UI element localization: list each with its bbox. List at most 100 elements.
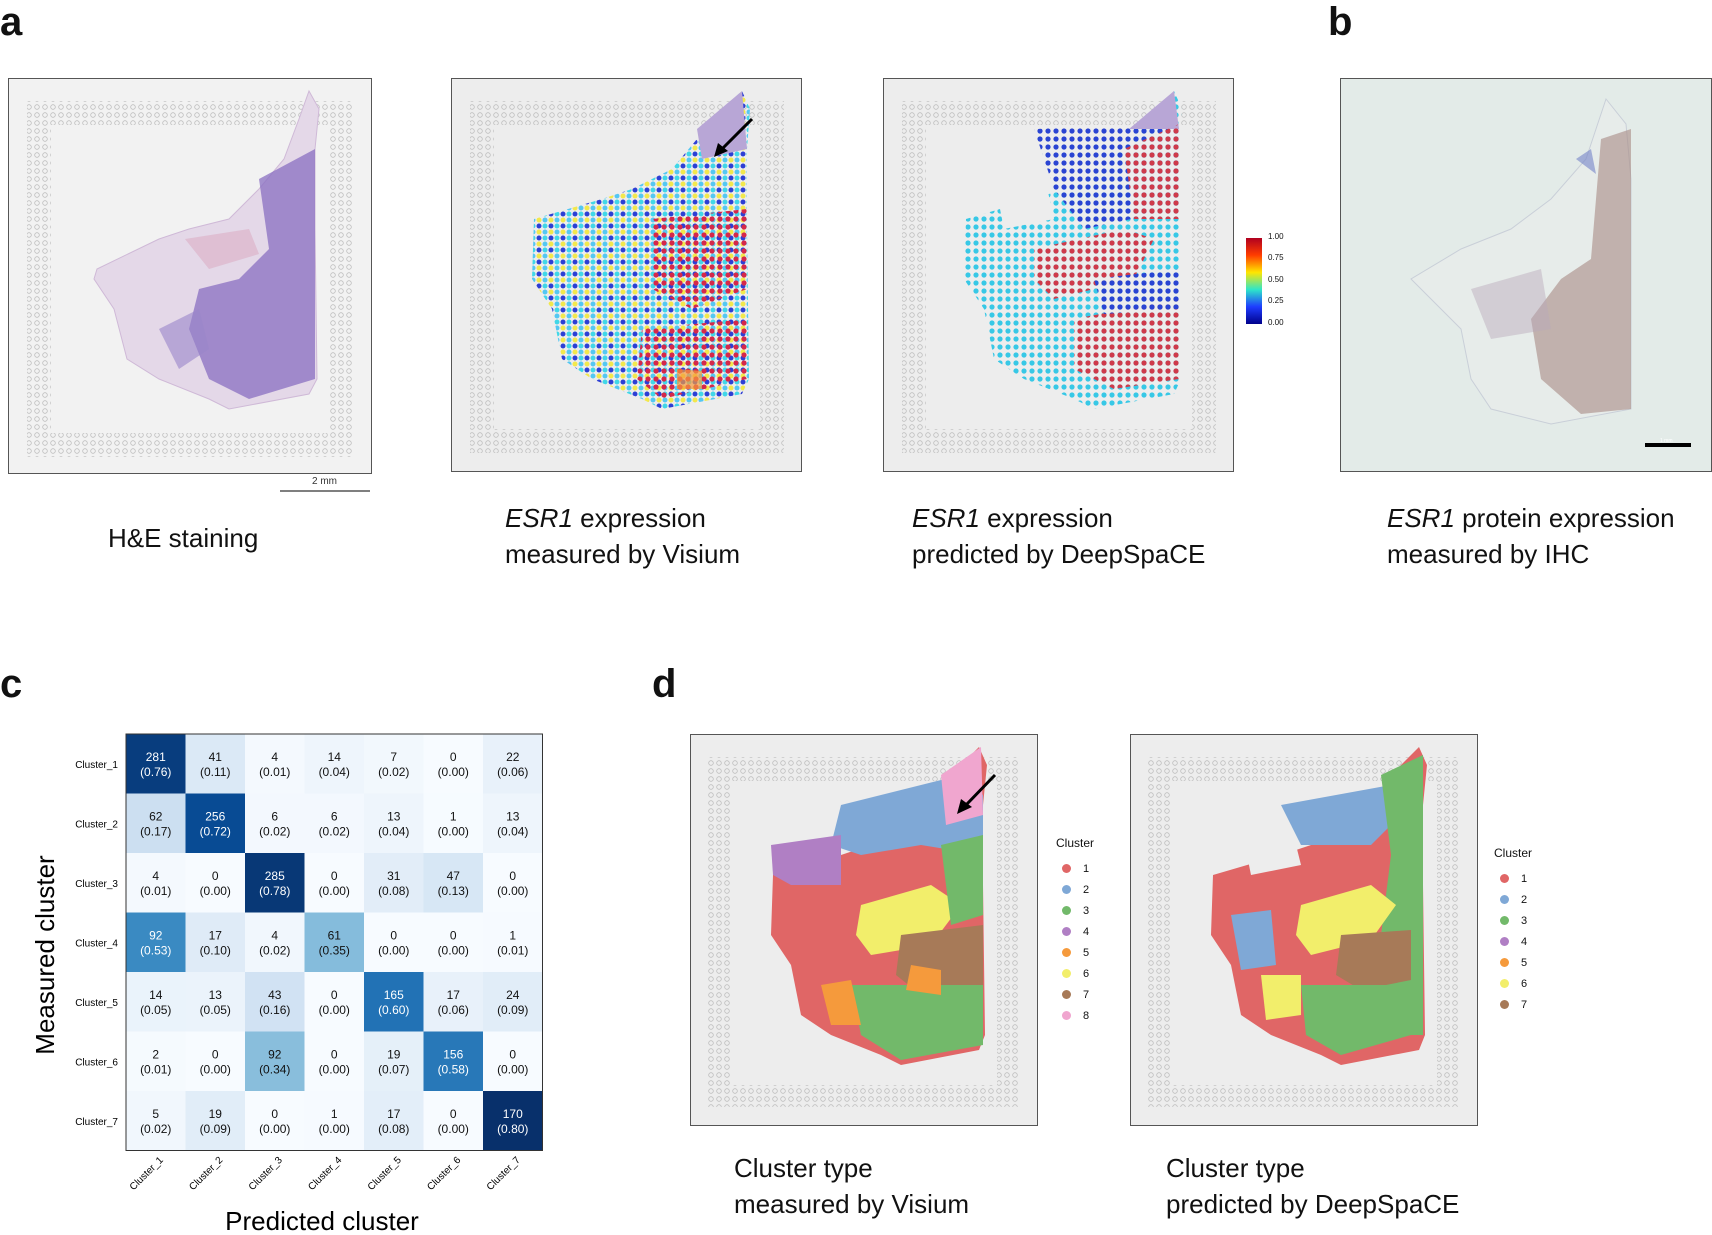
cell-count-label: 285 (265, 869, 285, 883)
heatmap-cell (185, 1091, 245, 1151)
cluster-deepspace-drawing (1147, 747, 1459, 1107)
legend-deepspace-label: 4 (1521, 935, 1528, 948)
caption-ihc: ESR1 protein expression measured by IHC (1387, 500, 1675, 572)
colorbar-tick-1: 1.00 (1268, 232, 1284, 241)
cell-count-label: 165 (384, 988, 404, 1002)
heatmap-cell (423, 793, 483, 853)
legend-deepspace-swatch (1500, 874, 1509, 883)
legend-visium-swatch (1062, 948, 1071, 957)
x-tick-label: Cluster_1 (128, 1155, 166, 1193)
cell-count-label: 156 (443, 1047, 463, 1061)
cell-count-label: 4 (152, 869, 159, 883)
cell-fraction-label: (0.08) (378, 1122, 409, 1136)
cell-count-label: 0 (331, 988, 338, 1002)
cell-fraction-label: (0.05) (140, 1003, 171, 1017)
legend-deepspace-item: 5 (1494, 952, 1532, 973)
heatmap-cell (423, 1091, 483, 1151)
cell-fraction-label: (0.09) (497, 1003, 528, 1017)
legend-visium-item: 2 (1056, 879, 1094, 900)
heatmap-cell (185, 1031, 245, 1091)
heatmap-cell (423, 1031, 483, 1091)
cell-fraction-label: (0.00) (200, 884, 231, 898)
cell-count-label: 24 (506, 988, 520, 1002)
cell-count-label: 17 (209, 928, 223, 942)
heatmap-cell (364, 793, 424, 853)
cell-count-label: 2 (152, 1047, 159, 1061)
caption-ihc-line2: measured by IHC (1387, 539, 1590, 569)
panel-letter-d: d (652, 662, 677, 706)
legend-visium-item: 5 (1056, 942, 1094, 963)
cluster-visium-drawing (707, 747, 1019, 1107)
esr1-colorbar: 1.00 0.75 0.50 0.25 0.00 (1246, 232, 1284, 327)
he-staining-image (8, 78, 372, 474)
caption-he-text: H&E staining (108, 523, 259, 553)
legend-deepspace-swatch (1500, 1000, 1509, 1009)
y-tick-label: Cluster_1 (75, 760, 118, 771)
cell-count-label: 13 (506, 809, 520, 823)
heatmap-cell (364, 734, 424, 794)
x-tick-label: Cluster_7 (485, 1155, 523, 1193)
y-tick-label: Cluster_5 (75, 998, 118, 1009)
heatmap-cell (185, 853, 245, 913)
y-tick-label: Cluster_7 (75, 1117, 118, 1128)
confusion-matrix-chart: 281(0.76)41(0.11)4(0.01)14(0.04)7(0.02)0… (30, 733, 543, 1235)
cell-count-label: 1 (331, 1107, 338, 1121)
he-tissue-drawing (27, 89, 353, 457)
heatmap-cell (245, 912, 305, 972)
caption-deep-line2: predicted by DeepSpaCE (912, 539, 1206, 569)
legend-deepspace-swatch (1500, 895, 1509, 904)
cell-fraction-label: (0.02) (140, 1122, 171, 1136)
caption-cluster-deepspace: Cluster type predicted by DeepSpaCE (1166, 1150, 1459, 1222)
caption-cluster-deepspace-l2: predicted by DeepSpaCE (1166, 1189, 1460, 1219)
caption-deep-gene: ESR1 (912, 503, 980, 533)
cell-count-label: 41 (209, 750, 223, 764)
heatmap-cell (483, 972, 543, 1032)
cell-fraction-label: (0.05) (200, 1003, 231, 1017)
ihc-scalebar-label: 1 mm (1660, 438, 1673, 444)
cell-fraction-label: (0.01) (140, 884, 171, 898)
legend-visium-item: 8 (1056, 1005, 1094, 1026)
cell-count-label: 4 (271, 928, 278, 942)
cell-fraction-label: (0.00) (438, 1122, 469, 1136)
cell-count-label: 4 (271, 750, 278, 764)
legend-deepspace-label: 2 (1521, 893, 1528, 906)
caption-ihc-gene: ESR1 (1387, 503, 1455, 533)
cell-count-label: 14 (328, 750, 342, 764)
caption-ihc-rest: protein expression (1454, 503, 1675, 533)
heatmap-cell (483, 853, 543, 913)
heatmap-cell (423, 734, 483, 794)
visium-esr1-drawing (470, 91, 784, 453)
legend-visium-item: 4 (1056, 921, 1094, 942)
cell-count-label: 0 (450, 750, 457, 764)
legend-visium-item: 7 (1056, 984, 1094, 1005)
heatmap-frame (125, 733, 543, 1151)
cell-count-label: 7 (390, 750, 397, 764)
legend-deepspace-swatch (1500, 958, 1509, 967)
caption-cluster-visium-l2: measured by Visium (734, 1189, 970, 1219)
legend-visium-swatch (1062, 1011, 1071, 1020)
cell-count-label: 62 (149, 809, 163, 823)
legend-visium-label: 7 (1083, 988, 1090, 1001)
heatmap-cell (364, 1031, 424, 1091)
legend-deepspace-swatch (1500, 937, 1509, 946)
cell-fraction-label: (0.09) (200, 1122, 231, 1136)
cell-count-label: 281 (146, 750, 166, 764)
cell-count-label: 17 (447, 988, 461, 1002)
caption-visium-gene: ESR1 (505, 503, 573, 533)
heatmap-cell (304, 1091, 364, 1151)
legend-visium: Cluster 1 2 3 4 5 6 7 8 (1056, 836, 1094, 1026)
cell-fraction-label: (0.06) (438, 1003, 469, 1017)
legend-visium-item: 3 (1056, 900, 1094, 921)
cell-fraction-label: (0.80) (497, 1122, 528, 1136)
colorbar-tick-3: 0.50 (1268, 275, 1284, 284)
cell-fraction-label: (0.17) (140, 824, 171, 838)
cell-fraction-label: (0.01) (259, 765, 290, 779)
legend-deepspace-item: 7 (1494, 994, 1532, 1015)
deepspace-esr1-drawing (902, 91, 1216, 453)
heatmap-cell (364, 972, 424, 1032)
heatmap-cell (245, 853, 305, 913)
legend-deepspace: Cluster 1 2 3 4 5 6 7 (1494, 846, 1532, 1015)
cell-fraction-label: (0.02) (259, 943, 290, 957)
cell-count-label: 0 (509, 869, 516, 883)
cell-fraction-label: (0.00) (319, 1003, 350, 1017)
